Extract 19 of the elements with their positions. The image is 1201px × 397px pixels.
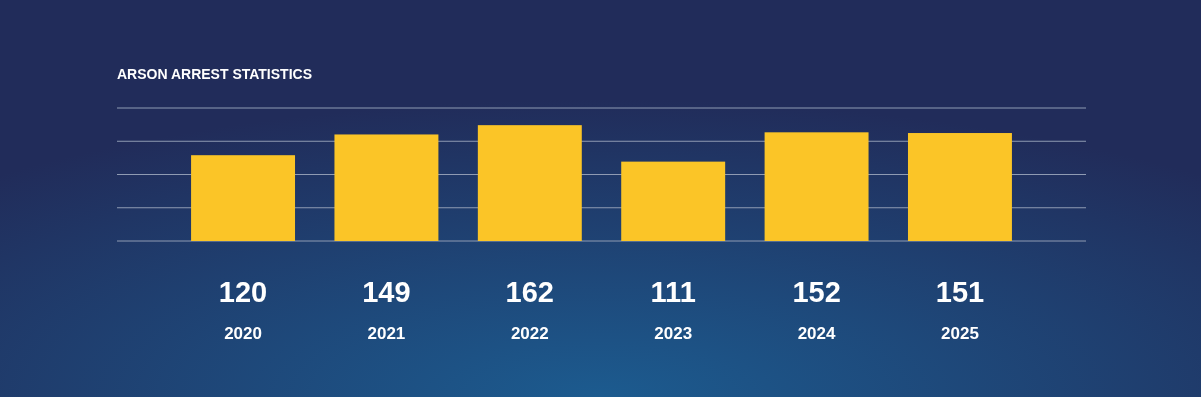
x-tick-label: 2025 <box>941 324 979 343</box>
data-label: 111 <box>650 276 696 308</box>
chart-title: ARSON ARREST STATISTICS <box>117 66 312 82</box>
x-tick-label: 2020 <box>224 324 262 343</box>
data-label: 149 <box>362 276 411 308</box>
bar <box>477 125 582 241</box>
data-label: 120 <box>218 276 268 308</box>
x-tick-label: 2023 <box>654 324 693 343</box>
data-label: 151 <box>935 276 985 308</box>
bar <box>334 134 439 241</box>
x-tick-label: 2024 <box>797 324 837 343</box>
bar <box>191 155 296 241</box>
x-tick-label: 2021 <box>367 324 406 343</box>
bar <box>764 132 869 241</box>
x-tick-label: 2022 <box>510 324 549 343</box>
bar <box>621 161 726 241</box>
data-label: 162 <box>505 276 555 308</box>
data-label: 152 <box>792 276 841 308</box>
bar <box>907 133 1012 241</box>
